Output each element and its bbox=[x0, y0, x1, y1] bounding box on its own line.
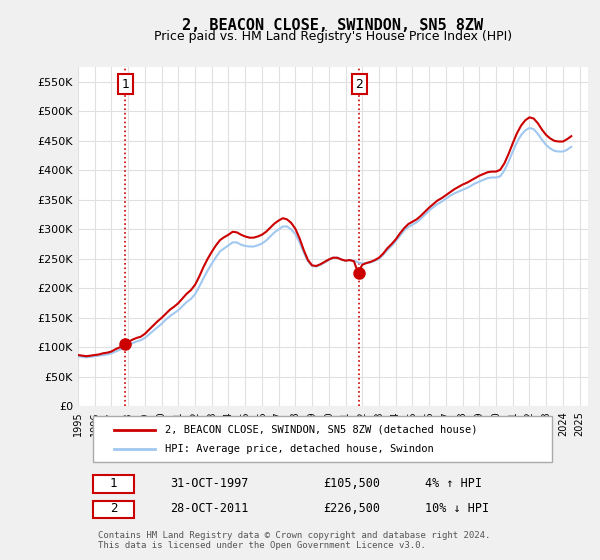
Text: 1: 1 bbox=[110, 477, 118, 490]
FancyBboxPatch shape bbox=[94, 475, 134, 493]
Text: 4% ↑ HPI: 4% ↑ HPI bbox=[425, 477, 482, 490]
Text: 31-OCT-1997: 31-OCT-1997 bbox=[170, 477, 248, 490]
Text: Contains HM Land Registry data © Crown copyright and database right 2024.
This d: Contains HM Land Registry data © Crown c… bbox=[98, 530, 491, 550]
Text: 1: 1 bbox=[121, 78, 129, 91]
Text: 2: 2 bbox=[355, 78, 364, 91]
Text: 10% ↓ HPI: 10% ↓ HPI bbox=[425, 502, 489, 515]
Text: £105,500: £105,500 bbox=[323, 477, 380, 490]
Text: 2, BEACON CLOSE, SWINDON, SN5 8ZW: 2, BEACON CLOSE, SWINDON, SN5 8ZW bbox=[182, 18, 484, 32]
Text: Price paid vs. HM Land Registry's House Price Index (HPI): Price paid vs. HM Land Registry's House … bbox=[154, 30, 512, 43]
Text: 28-OCT-2011: 28-OCT-2011 bbox=[170, 502, 248, 515]
FancyBboxPatch shape bbox=[94, 416, 552, 462]
Text: £226,500: £226,500 bbox=[323, 502, 380, 515]
Text: HPI: Average price, detached house, Swindon: HPI: Average price, detached house, Swin… bbox=[164, 444, 433, 454]
Text: 2: 2 bbox=[110, 502, 118, 515]
Text: 2, BEACON CLOSE, SWINDON, SN5 8ZW (detached house): 2, BEACON CLOSE, SWINDON, SN5 8ZW (detac… bbox=[164, 424, 477, 435]
FancyBboxPatch shape bbox=[94, 501, 134, 518]
